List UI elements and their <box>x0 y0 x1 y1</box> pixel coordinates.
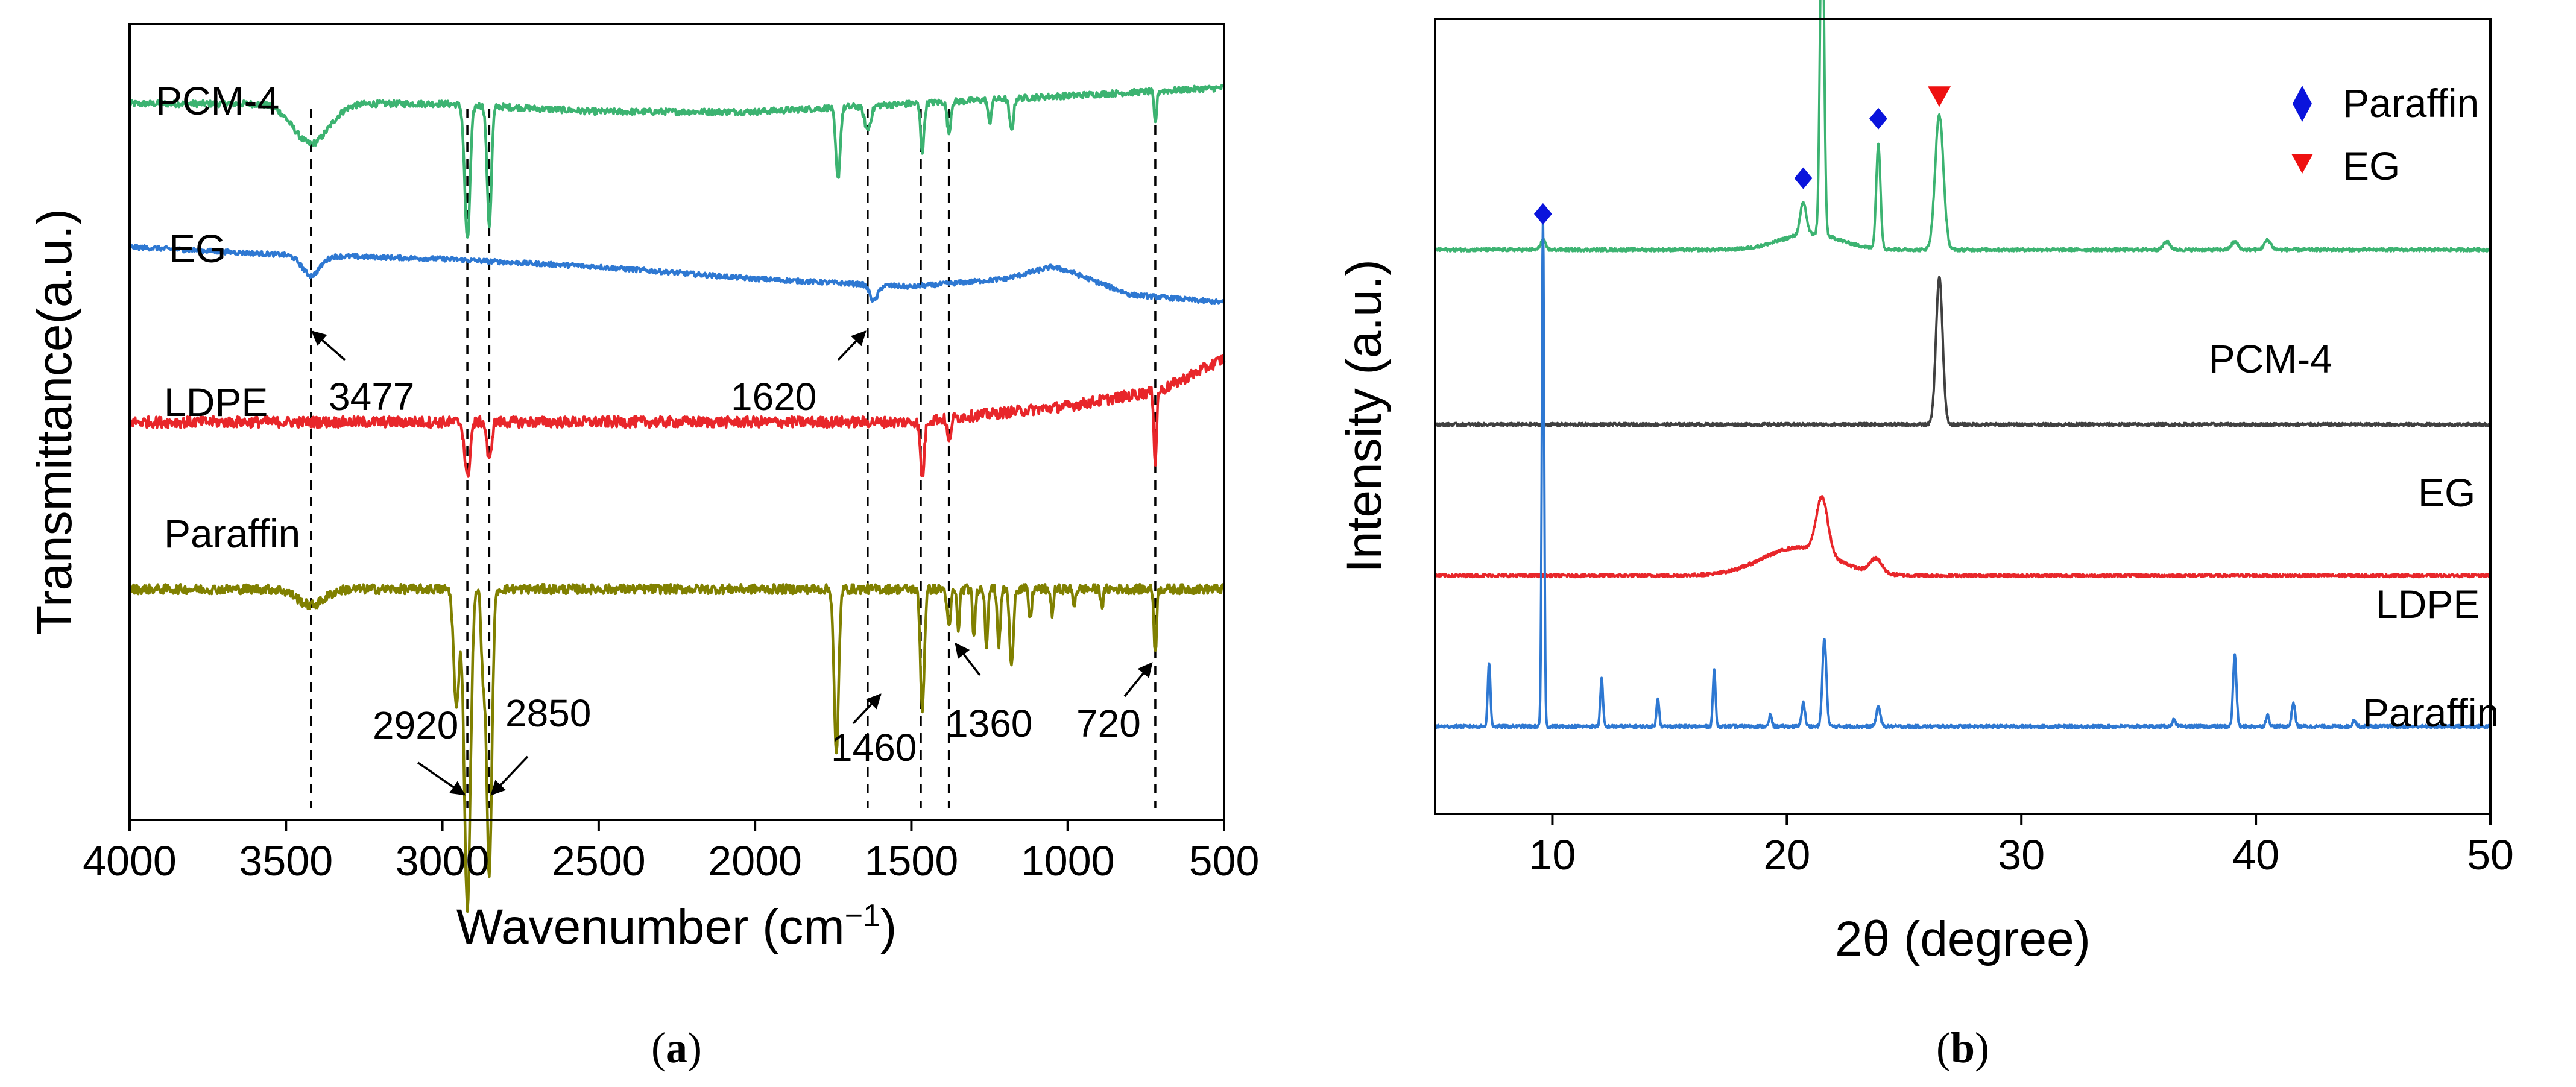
panel-a-ftir-chart: 4000 3500 3000 2500 2000 1500 1000 500 PCM-4 EG… <box>27 23 1259 1072</box>
peak-label-2850: 2850 <box>505 692 591 735</box>
panel-b-xrd-chart: 10 20 30 40 50 PCM-4 EG LDPE Paraffin Paraff… <box>1337 0 2514 1072</box>
panel-a-series-label-pcm4: PCM-4 <box>156 78 279 123</box>
x-tick-label-40: 40 <box>2232 831 2279 878</box>
panel-a-plot-frame <box>128 23 1225 821</box>
marker-triangle-icon-4 <box>1928 86 1951 107</box>
panel-a-caption: (a) <box>651 1024 702 1072</box>
panel-a-series-label-ldpe: LDPE <box>164 380 268 424</box>
panel-b-y-axis-title: Intensity (a.u.) <box>1337 259 1392 573</box>
panel-a-series-label-eg: EG <box>169 226 226 271</box>
caption-a-letter: a <box>666 1024 687 1072</box>
panel-b-legend: Paraffin EG <box>2291 81 2479 188</box>
legend-label-eg: EG <box>2343 143 2400 188</box>
arrow-2850 <box>490 755 529 796</box>
arrow-1360 <box>955 643 981 676</box>
marker-diamond-icon-1 <box>1794 167 1813 189</box>
x-tick-label-4000: 4000 <box>83 837 177 884</box>
panel-b-x-ticks: 10 20 30 40 50 <box>1529 814 2514 878</box>
x-tick-label-10: 10 <box>1529 831 1576 878</box>
panel-b-x-axis-title: 2θ (degree) <box>1835 912 2091 966</box>
caption-a-close: ) <box>687 1024 702 1072</box>
arrow-3477 <box>311 330 346 361</box>
panel-a-peak-annotation-1620: 1620 <box>731 330 867 418</box>
marker-diamond-icon-3 <box>1869 107 1887 130</box>
panel-b-caption: (b) <box>1936 1024 1989 1072</box>
legend-eg-triangle-icon <box>2291 154 2313 174</box>
peak-label-1460: 1460 <box>831 726 917 769</box>
caption-b-letter: b <box>1951 1024 1975 1072</box>
series-line-paraffin <box>128 583 1225 913</box>
x-tick-label-3500: 3500 <box>239 837 333 884</box>
peak-label-1620: 1620 <box>731 375 816 418</box>
panel-b-markers <box>1533 86 1951 225</box>
legend-paraffin-diamond-icon <box>2293 86 2312 122</box>
series-line-eg <box>1434 276 2492 427</box>
panel-a-y-axis-title: Transmittance(a.u.) <box>27 209 82 635</box>
x-axis-title-close: ) <box>880 900 897 954</box>
arrow-1460 <box>852 693 882 725</box>
panel-b-plot-frame <box>1434 18 2492 815</box>
panel-b-series-label-paraffin: Paraffin <box>2363 690 2499 735</box>
panel-a-series-label-paraffin: Paraffin <box>164 511 300 556</box>
panel-b-series-label-ldpe: LDPE <box>2376 582 2480 626</box>
x-tick-label-2000: 2000 <box>708 837 802 884</box>
caption-b-open: ( <box>1936 1024 1951 1072</box>
panel-a-peak-annotation-1460: 1460 <box>831 693 917 769</box>
panel-a-peak-annotation-1360: 1360 <box>947 643 1032 745</box>
series-line-eg <box>128 244 1225 306</box>
caption-a-open: ( <box>651 1024 666 1072</box>
panel-a-peak-annotation-2920: 2920 <box>373 704 466 796</box>
panel-a-peak-annotation-720: 720 <box>1076 662 1153 745</box>
x-tick-label-1000: 1000 <box>1021 837 1115 884</box>
panel-a-x-axis-title: Wavenumber (cm−1) <box>456 898 897 954</box>
x-tick-label-500: 500 <box>1189 837 1260 884</box>
arrow-1620 <box>837 330 867 361</box>
panel-b-series-curves <box>1434 0 2492 729</box>
series-line-pcm-4 <box>1434 0 2492 253</box>
x-axis-title-sup: −1 <box>845 898 880 933</box>
peak-label-1360: 1360 <box>947 702 1032 745</box>
arrow-2920 <box>417 761 466 796</box>
marker-diamond-icon-0 <box>1533 203 1552 225</box>
legend-label-paraffin: Paraffin <box>2343 81 2479 125</box>
panel-a-peak-annotation-3477: 3477 <box>311 330 414 418</box>
x-tick-label-20: 20 <box>1763 831 1810 878</box>
series-line-pcm-4 <box>128 84 1225 239</box>
x-tick-label-3000: 3000 <box>396 837 490 884</box>
panel-a-x-ticks: 4000 3500 3000 2500 2000 1500 1000 500 <box>83 820 1259 884</box>
x-tick-label-30: 30 <box>1998 831 2045 878</box>
x-tick-label-2500: 2500 <box>552 837 646 884</box>
series-line-ldpe <box>128 354 1226 478</box>
arrow-720 <box>1123 662 1153 698</box>
panel-b-series-label-pcm4: PCM-4 <box>2209 336 2332 381</box>
peak-label-720: 720 <box>1076 702 1141 745</box>
peak-label-3477: 3477 <box>329 375 414 418</box>
x-axis-title-main: Wavenumber (cm <box>456 900 845 954</box>
x-tick-label-1500: 1500 <box>865 837 959 884</box>
panel-a-peak-annotation-2850: 2850 <box>490 692 591 796</box>
panel-b-series-label-eg: EG <box>2418 470 2475 515</box>
series-line-ldpe <box>1434 495 2492 579</box>
series-line-paraffin <box>1434 216 2492 729</box>
caption-b-close: ) <box>1975 1024 1989 1072</box>
peak-label-2920: 2920 <box>373 704 458 747</box>
x-tick-label-50: 50 <box>2467 831 2514 878</box>
panel-a-series-curves <box>128 84 1226 913</box>
